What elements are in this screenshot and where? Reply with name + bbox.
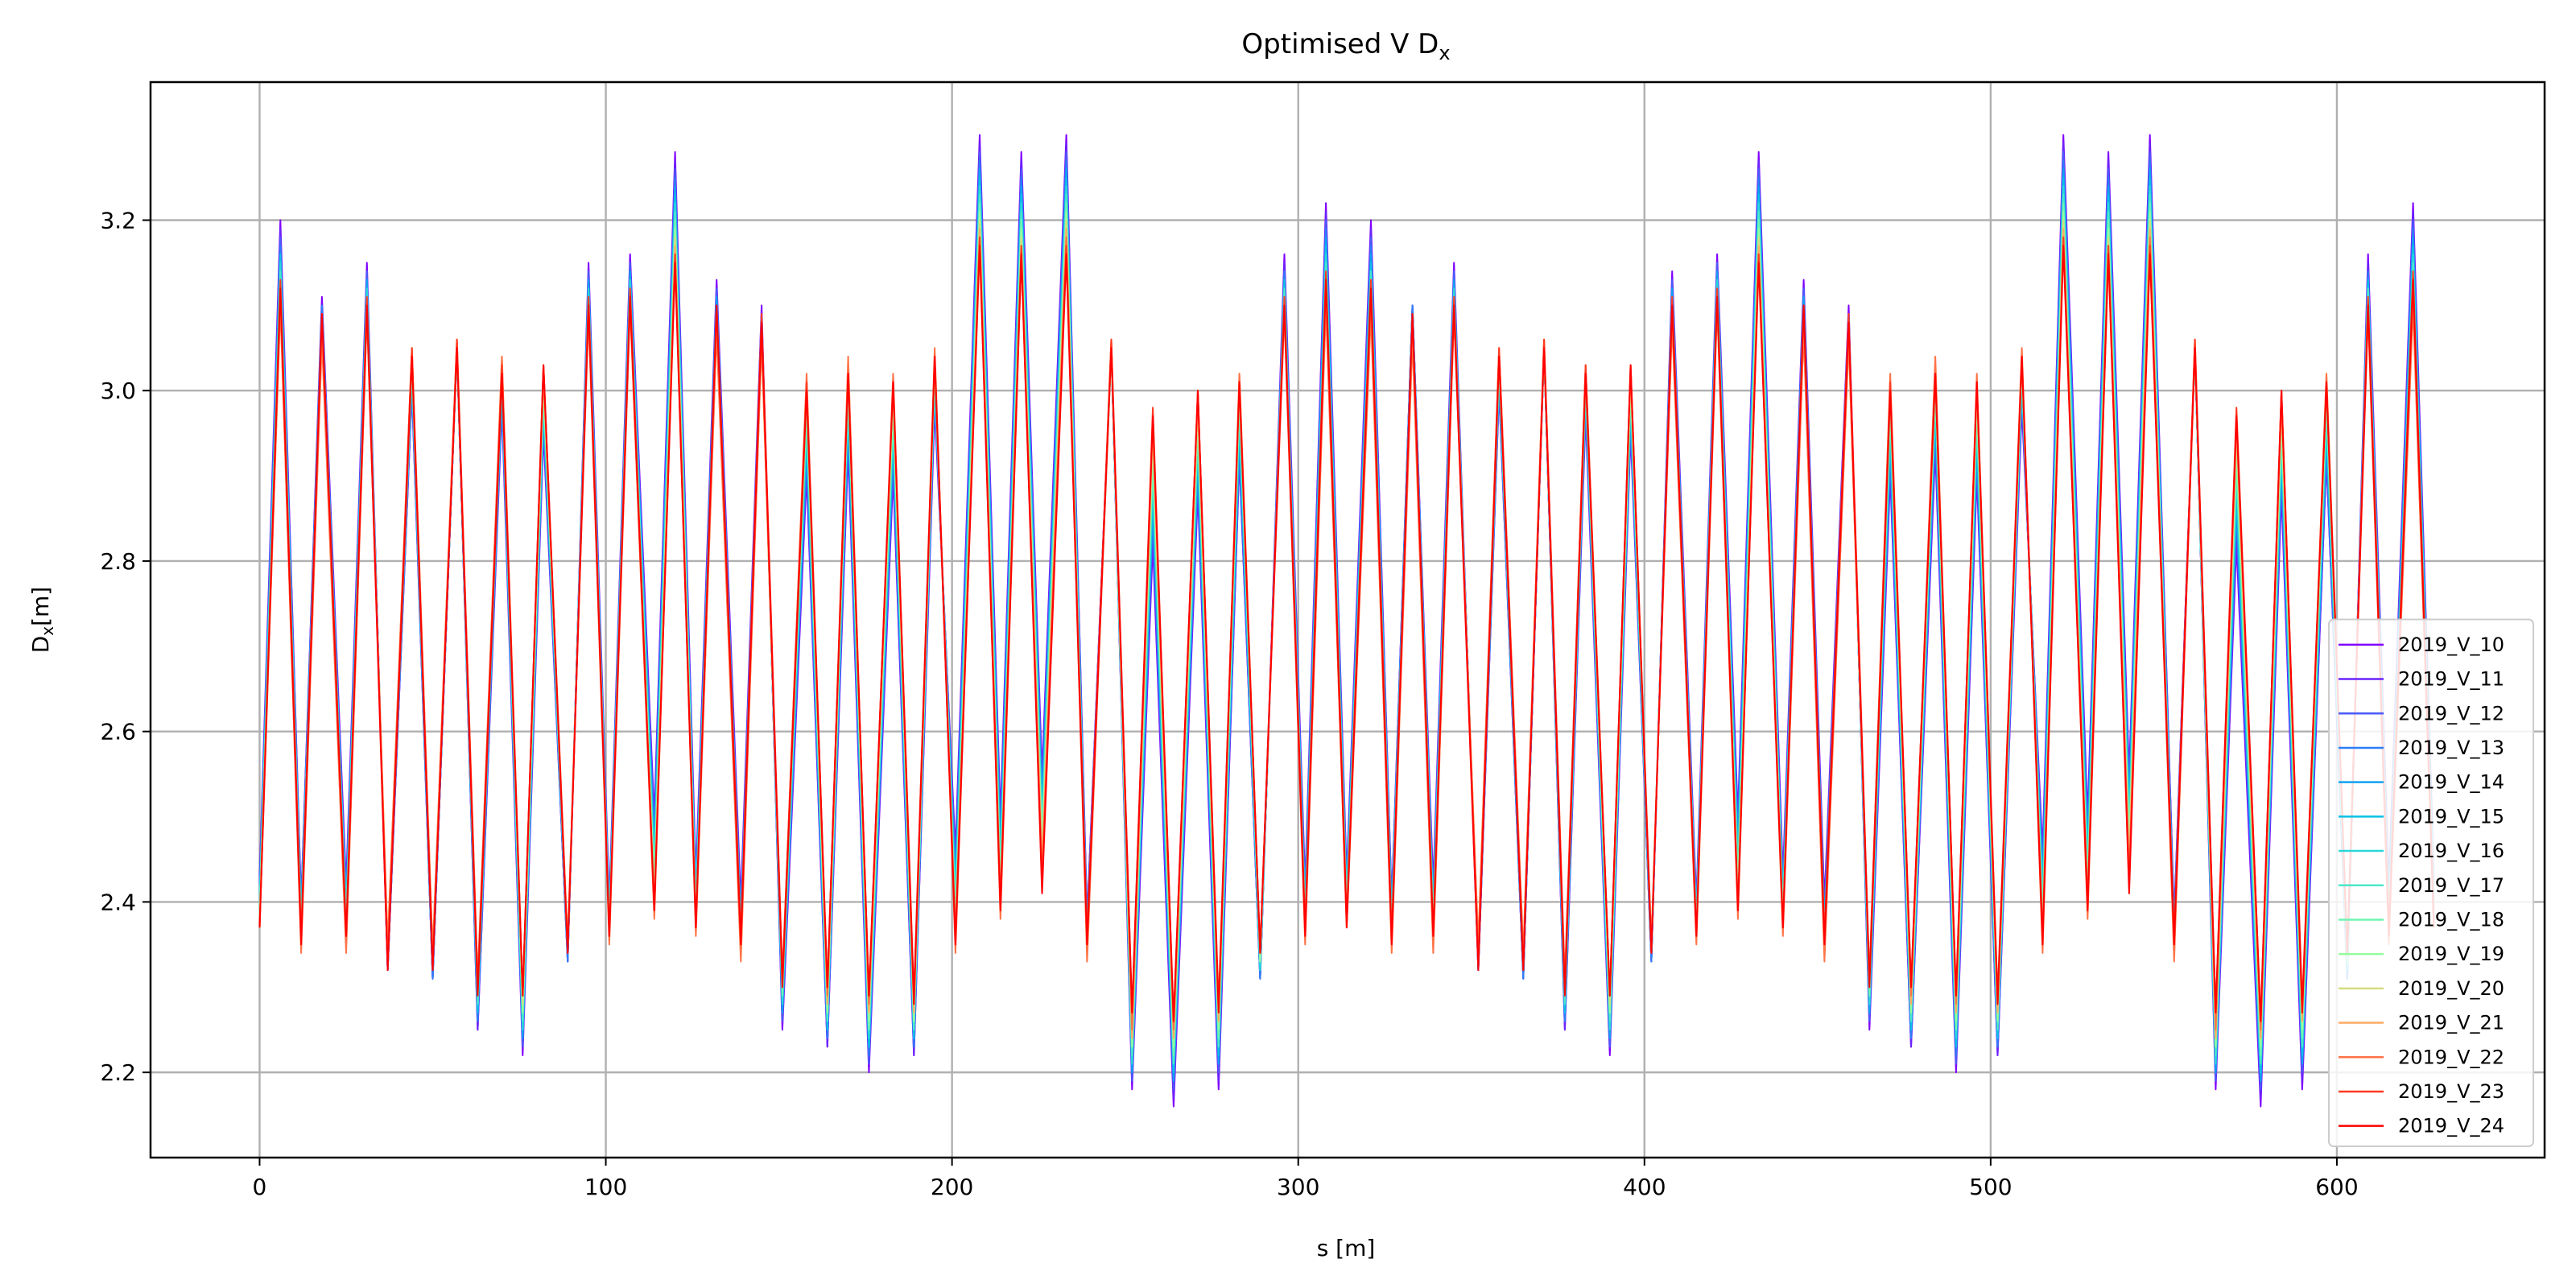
- chart-title: Optimised V Dx: [1241, 28, 1450, 64]
- legend-label: 2019_V_14: [2398, 771, 2504, 794]
- legend-label: 2019_V_11: [2398, 668, 2504, 691]
- legend-label: 2019_V_10: [2398, 634, 2504, 656]
- x-tick-label: 200: [931, 1174, 973, 1200]
- legend-label: 2019_V_23: [2398, 1080, 2504, 1103]
- y-tick-label: 3.2: [100, 207, 136, 233]
- y-tick-label: 2.2: [100, 1059, 136, 1086]
- legend-label: 2019_V_21: [2398, 1012, 2504, 1034]
- legend-label: 2019_V_13: [2398, 737, 2504, 759]
- y-axis-label-text: D: [27, 636, 54, 654]
- legend-label: 2019_V_12: [2398, 702, 2504, 724]
- x-tick-label: 400: [1623, 1174, 1666, 1200]
- y-axis-label-subscript: x: [38, 626, 57, 636]
- x-tick-label: 500: [1969, 1174, 2012, 1200]
- legend-label: 2019_V_16: [2398, 840, 2504, 862]
- legend-label: 2019_V_19: [2398, 943, 2504, 965]
- x-tick-label: 300: [1277, 1174, 1319, 1200]
- y-tick-label: 2.6: [100, 719, 136, 745]
- y-tick-label: 3.0: [100, 378, 136, 404]
- y-tick-label: 2.4: [100, 889, 136, 915]
- legend-label: 2019_V_18: [2398, 908, 2504, 931]
- x-tick-label: 0: [253, 1174, 267, 1200]
- y-axis-label: Dx[m]: [27, 587, 57, 654]
- y-axis-label-unit: [m]: [27, 587, 54, 626]
- x-axis-label: s [m]: [1317, 1235, 1376, 1261]
- y-tick-label: 2.8: [100, 548, 136, 575]
- legend-label: 2019_V_20: [2398, 977, 2504, 1000]
- legend-label: 2019_V_17: [2398, 874, 2504, 897]
- chart-title-text: Optimised V D: [1241, 28, 1439, 60]
- legend-label: 2019_V_24: [2398, 1115, 2504, 1137]
- legend-label: 2019_V_22: [2398, 1046, 2504, 1068]
- chart-title-subscript: x: [1439, 42, 1450, 64]
- x-tick-label: 600: [2315, 1174, 2358, 1200]
- legend: 2019_V_10 2019_V_11 2019_V_12 2019_V_13 2019…: [2329, 620, 2533, 1147]
- x-tick-label: 100: [584, 1174, 627, 1200]
- legend-label: 2019_V_15: [2398, 805, 2504, 828]
